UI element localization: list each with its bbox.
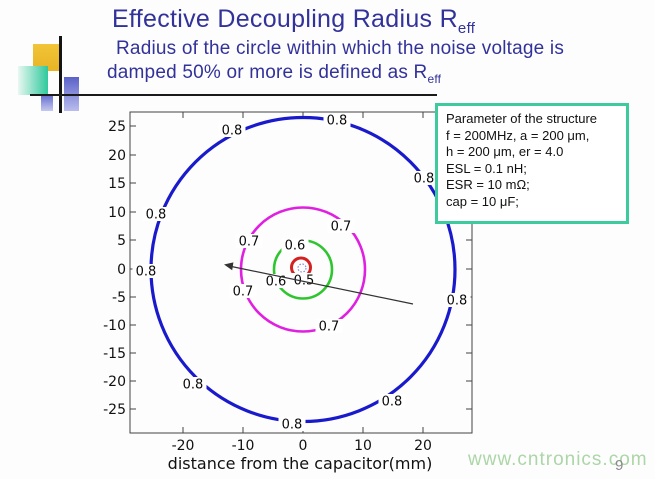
contour-labels-0.8: 0.8 0.8 0.8 0.8 0.8 0.8 0.8 0.8 0.8 bbox=[132, 113, 471, 433]
logo-green-square bbox=[18, 66, 48, 95]
parameter-line-freq: f = 200MHz, a = 200 μm, bbox=[446, 127, 590, 143]
contour-label-0.8: 0.8 bbox=[183, 378, 204, 393]
parameter-line-h-er: h = 200 μm, er = 4.0 bbox=[446, 144, 564, 159]
ytick-label: -15 bbox=[103, 346, 126, 362]
xtick-label: -20 bbox=[172, 438, 195, 454]
label-gap bbox=[410, 171, 438, 185]
xtick-label: 10 bbox=[354, 438, 372, 454]
contour-label-0.8: 0.8 bbox=[382, 395, 403, 410]
label-gap bbox=[315, 319, 343, 333]
label-gap bbox=[281, 238, 309, 252]
xtick-label: -10 bbox=[232, 438, 255, 454]
label-gap bbox=[378, 394, 406, 408]
ytick-label: -5 bbox=[112, 290, 126, 306]
parameter-line-esr: ESR = 10 mΩ; bbox=[446, 177, 530, 192]
parameter-line-cap: cap = 10 μF; bbox=[446, 193, 519, 209]
label-gap bbox=[218, 123, 246, 137]
ytick-label: 0 bbox=[117, 262, 126, 278]
contour-labels-0.7: 0.7 0.7 0.7 0.7 bbox=[229, 219, 355, 335]
arrow-head bbox=[224, 262, 234, 271]
y-axis-tick-labels: 25 20 15 10 5 0 -5 -10 -15 -20 -25 bbox=[103, 119, 126, 418]
ytick-label: 10 bbox=[108, 205, 126, 221]
contour-circle-0.7 bbox=[239, 206, 367, 333]
label-gap bbox=[179, 377, 207, 391]
arrow-line bbox=[228, 265, 414, 305]
subtitle-line-2: damped 50% or more is defined as Reff bbox=[107, 62, 441, 86]
contour-label-0.8: 0.8 bbox=[447, 294, 468, 309]
label-gap bbox=[443, 293, 471, 307]
annotation-arrow bbox=[224, 262, 414, 305]
contour-label-0.8: 0.8 bbox=[222, 124, 243, 139]
capacitor-marker bbox=[297, 263, 307, 273]
x-axis-tick-labels: -20 -10 0 10 20 bbox=[172, 438, 432, 454]
ytick-label: 25 bbox=[108, 119, 126, 135]
logo-vertical-line bbox=[59, 36, 62, 113]
contour-label-0.8: 0.8 bbox=[282, 418, 303, 433]
label-gap bbox=[327, 219, 355, 233]
contour-circle-0.8 bbox=[149, 115, 457, 424]
subtitle-line-2-text: damped 50% or more is defined as R bbox=[107, 62, 428, 83]
ytick-label: 20 bbox=[108, 148, 126, 164]
contour-label-0.7: 0.7 bbox=[239, 235, 260, 250]
page-number: 9 bbox=[615, 457, 624, 474]
contour-label-0.7: 0.7 bbox=[331, 220, 352, 235]
label-gap bbox=[235, 234, 263, 248]
parameter-line-esl: ESL = 0.1 nH; bbox=[446, 160, 527, 176]
contour-label-0.6: 0.6 bbox=[285, 239, 306, 254]
plot-axes-box bbox=[129, 111, 473, 434]
logo-blue-small-bar bbox=[41, 96, 53, 111]
contour-label-0.8: 0.8 bbox=[136, 265, 157, 280]
label-gap bbox=[229, 284, 257, 298]
watermark: www.cntronics.com bbox=[468, 449, 648, 470]
ytick-label: -20 bbox=[103, 374, 126, 390]
label-gap bbox=[290, 273, 318, 287]
page-title-text: Effective Decoupling Radius R bbox=[112, 5, 458, 33]
ytick-label: 15 bbox=[108, 176, 126, 192]
ytick-label: -25 bbox=[103, 402, 126, 418]
label-gap bbox=[132, 264, 160, 278]
contour-label-0.8: 0.8 bbox=[414, 172, 435, 187]
ytick-label: -10 bbox=[103, 318, 126, 334]
xtick-label: 20 bbox=[414, 438, 432, 454]
header-divider-line bbox=[30, 94, 437, 96]
ytick-label: 5 bbox=[117, 233, 126, 249]
x-axis-label: distance from the capacitor(mm) bbox=[168, 454, 433, 473]
subtitle-line-1: Radius of the circle within which the no… bbox=[116, 38, 565, 59]
contour-label-0.8: 0.8 bbox=[327, 114, 348, 129]
label-gap bbox=[323, 113, 351, 127]
subtitle-line-2-subscript: eff bbox=[427, 71, 442, 86]
contour-label-0.7: 0.7 bbox=[233, 285, 254, 300]
contour-labels-0.6: 0.6 0.6 bbox=[262, 238, 309, 290]
label-gap bbox=[142, 207, 170, 221]
parameter-box-title: Parameter of the structure bbox=[446, 111, 598, 126]
label-gap bbox=[278, 417, 306, 431]
page-title-subscript: eff bbox=[457, 20, 476, 37]
contour-label-0.7: 0.7 bbox=[319, 320, 340, 335]
contour-label-0.6: 0.6 bbox=[266, 275, 287, 290]
contour-label-0.8: 0.8 bbox=[146, 208, 167, 223]
contour-labels-0.5: 0.5 bbox=[290, 273, 318, 289]
page-title: Effective Decoupling Radius Reff bbox=[112, 5, 632, 37]
xtick-label: 0 bbox=[299, 438, 308, 454]
parameter-box: Parameter of the structure f = 200MHz, a… bbox=[435, 103, 629, 224]
